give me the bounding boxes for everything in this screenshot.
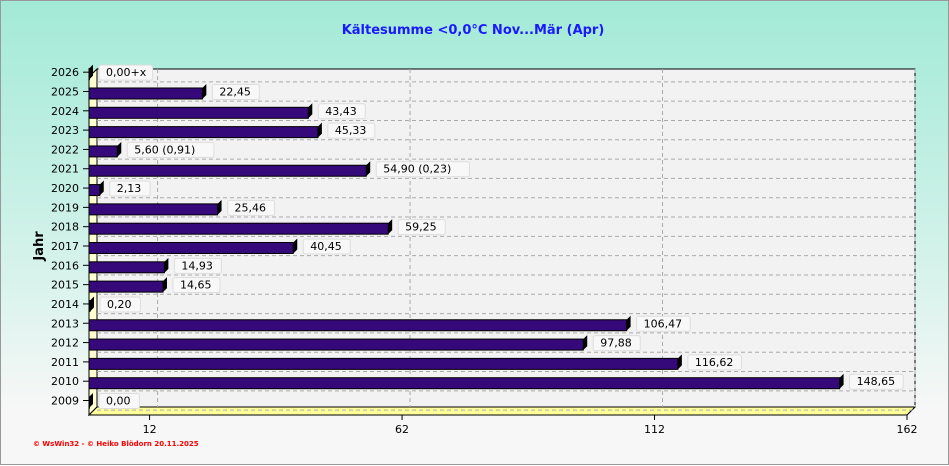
data-label-box: [172, 277, 221, 294]
y-tick-label: 2019: [51, 201, 79, 214]
data-label: 14,65: [180, 279, 212, 292]
data-label: 0,00: [106, 395, 131, 408]
data-label-box: [327, 122, 376, 139]
bar: [88, 377, 841, 390]
y-tick-label: 2024: [51, 105, 79, 118]
bar-end: [366, 161, 371, 177]
bar: [88, 357, 679, 370]
y-tick-label: 2010: [51, 375, 79, 388]
x-tick-label: 112: [644, 423, 665, 436]
bar: [88, 280, 164, 293]
data-label: 59,25: [405, 221, 437, 234]
y-tick-label: 2022: [51, 143, 79, 156]
y-tick-label: 2017: [51, 240, 79, 253]
x-tick-label: 62: [395, 423, 409, 436]
bar-end: [293, 238, 298, 254]
bar-end: [164, 257, 169, 273]
y-tick-label: 2016: [51, 259, 79, 272]
bar: [88, 106, 309, 119]
y-tick-label: 2011: [51, 356, 79, 369]
bar-end: [217, 199, 222, 215]
data-label-box: [227, 199, 276, 216]
data-label: 14,93: [181, 259, 213, 272]
data-label: 45,33: [335, 124, 367, 137]
data-label-box: [302, 238, 351, 255]
y-tick-label: 2013: [51, 317, 79, 330]
bar: [88, 184, 101, 197]
y-tick-label: 2012: [51, 337, 79, 350]
y-tick-label: 2020: [51, 182, 79, 195]
bar: [88, 338, 584, 351]
y-tick-label: 2009: [51, 395, 79, 408]
bar: [88, 126, 319, 139]
data-label-box: [849, 373, 904, 390]
data-label-box: [98, 64, 154, 81]
bar-end: [583, 335, 588, 351]
data-label: 148,65: [857, 375, 896, 388]
floor: [87, 406, 917, 416]
data-label-box: [375, 161, 470, 178]
bar-end: [99, 180, 104, 196]
y-tick-label: 2018: [51, 221, 79, 234]
bar: [88, 396, 90, 409]
data-label-box: [173, 257, 222, 274]
y-tick-label: 2021: [51, 163, 79, 176]
bar: [88, 164, 367, 177]
data-label: 0,20: [107, 298, 132, 311]
bar: [88, 87, 203, 100]
data-label-box: [397, 219, 446, 236]
bar-end: [839, 373, 844, 389]
y-tick-label: 2025: [51, 85, 79, 98]
y-tick-label: 2014: [51, 298, 79, 311]
data-label: 106,47: [644, 317, 683, 330]
data-label-box: [592, 335, 641, 352]
data-label: 2,13: [117, 182, 142, 195]
data-label-box: [126, 141, 215, 158]
bar-end: [202, 83, 207, 99]
data-label: 22,45: [219, 85, 251, 98]
data-label: 43,43: [325, 105, 357, 118]
bar: [88, 299, 91, 312]
bar: [88, 68, 90, 81]
footer-credit: © WsWin32 - © Heiko Blödorn 20.11.2025: [33, 440, 199, 448]
bar-end: [317, 122, 322, 138]
bar: [88, 145, 118, 158]
data-label-box: [636, 315, 691, 332]
data-label: 116,62: [695, 356, 734, 369]
bar-end: [626, 315, 631, 331]
bar-end: [90, 296, 95, 312]
data-label-box: [211, 83, 260, 100]
bar: [88, 203, 219, 216]
chart-title: Kältesumme <0,0°C Nov...Mär (Apr): [342, 23, 605, 38]
data-label: 40,45: [310, 240, 342, 253]
data-label: 25,46: [235, 201, 267, 214]
bar-end: [677, 354, 682, 370]
data-label-box: [317, 103, 366, 120]
data-label-box: [687, 354, 742, 371]
y-tick-label: 2015: [51, 279, 79, 292]
bar-end: [162, 277, 167, 293]
x-tick-label: 162: [897, 423, 918, 436]
x-tick-label: 12: [143, 423, 157, 436]
data-label: 97,88: [600, 337, 632, 350]
data-label: 0,00+x: [106, 66, 147, 79]
bar: [88, 242, 294, 254]
bar: [88, 261, 165, 274]
data-label: 54,90 (0,23): [383, 163, 451, 176]
data-label: 5,60 (0,91): [134, 143, 195, 156]
data-label-box: [98, 393, 140, 410]
y-axis-label: Jahr: [32, 231, 47, 262]
data-label-box: [99, 296, 141, 313]
y-tick-label: 2026: [51, 66, 79, 79]
data-label-box: [109, 180, 151, 197]
bar-end: [117, 141, 122, 157]
bar-end: [308, 103, 313, 119]
bar-end: [388, 219, 393, 235]
bar: [88, 222, 389, 235]
y-tick-label: 2023: [51, 124, 79, 137]
bar: [88, 319, 628, 332]
